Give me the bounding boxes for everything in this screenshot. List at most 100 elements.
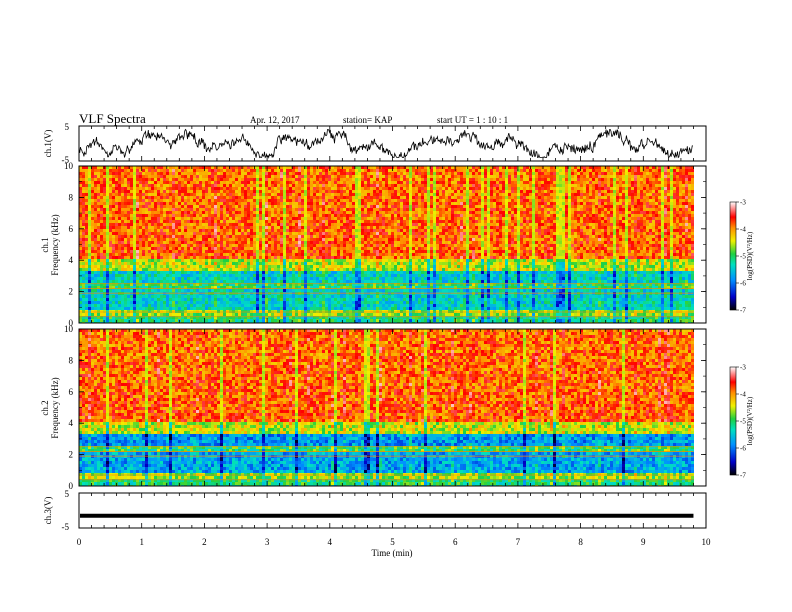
spectrogram-cell: [130, 226, 133, 229]
spectrogram-cell: [190, 208, 193, 211]
spectrogram-cell: [298, 205, 301, 208]
spectrogram-cell: [202, 241, 205, 244]
spectrogram-cell: [301, 268, 304, 271]
spectrogram-cell: [115, 307, 118, 310]
spectrogram-cell: [217, 235, 220, 238]
spectrogram-cell: [352, 310, 355, 313]
ch1-waveform-trace: [79, 128, 693, 159]
spectrogram-cell: [349, 307, 352, 310]
spectrogram-cell: [181, 172, 184, 175]
spectrogram-cell: [199, 178, 202, 181]
spectrogram-cell: [148, 199, 151, 202]
spectrogram-cell: [301, 169, 304, 172]
spectrogram-cell: [133, 223, 136, 226]
spectrogram-cell: [133, 166, 136, 172]
spectrogram-cell: [295, 175, 298, 178]
spectrogram-cell: [304, 301, 307, 304]
spectrogram-cell: [211, 253, 214, 256]
spectrogram-cell: [145, 232, 148, 235]
spectrogram-cell: [121, 187, 124, 190]
spectrogram-cell: [301, 304, 304, 307]
spectrogram-cell: [103, 295, 106, 298]
spectrogram-cell: [106, 259, 109, 262]
spectrogram-cell: [337, 220, 340, 223]
spectrogram-cell: [187, 262, 190, 265]
spectrogram-cell: [142, 211, 145, 214]
spectrogram-cell: [310, 241, 313, 244]
spectrogram-cell: [157, 262, 160, 265]
spectrogram-cell: [142, 217, 145, 220]
spectrogram-cell: [310, 229, 313, 232]
spectrogram-cell: [262, 223, 265, 226]
spectrogram-cell: [109, 316, 112, 319]
spectrogram-cell: [316, 226, 319, 229]
spectrogram-cell: [250, 253, 253, 256]
spectrogram-cell: [211, 244, 214, 247]
spectrogram-cell: [220, 220, 223, 223]
spectrogram-cell: [286, 178, 289, 181]
spectrogram-cell: [124, 247, 127, 250]
spectrogram-cell: [94, 301, 97, 304]
spectrogram-cell: [85, 214, 88, 217]
spectrogram-cell: [271, 184, 274, 187]
spectrogram-cell: [127, 244, 130, 247]
spectrogram-cell: [310, 301, 313, 304]
spectrogram-cell: [118, 172, 121, 175]
spectrogram-cell: [109, 286, 112, 289]
spectrogram-cell: [220, 223, 223, 226]
spectrogram-cell: [232, 229, 235, 235]
spectrogram-cell: [220, 226, 223, 229]
spectrogram-cell: [121, 229, 124, 232]
spectrogram-cell: [238, 244, 241, 247]
spectrogram-cell: [115, 280, 118, 283]
spectrogram-cell: [79, 277, 82, 280]
spectrogram-cell: [307, 289, 310, 292]
spectrogram-cell: [343, 295, 346, 298]
spectrogram-cell: [151, 220, 154, 223]
spectrogram-cell: [184, 208, 187, 211]
spectrogram-cell: [82, 214, 85, 217]
spectrogram-cell: [223, 259, 226, 262]
spectrogram-cell: [94, 247, 97, 250]
spectrogram-cell: [220, 271, 223, 274]
spectrogram-cell: [259, 175, 262, 178]
spectrogram-cell: [193, 190, 196, 193]
spectrogram-cell: [280, 178, 283, 181]
spectrogram-cell: [142, 178, 145, 181]
spectrogram-cell: [109, 247, 112, 250]
spectrogram-cell: [193, 283, 196, 286]
spectrogram-cell: [286, 187, 289, 190]
spectrogram-cell: [325, 313, 328, 316]
spectrogram-cell: [169, 187, 172, 190]
spectrogram-cell: [247, 199, 250, 202]
spectrogram-cell: [325, 271, 328, 274]
spectrogram-cell: [304, 199, 307, 202]
spectrogram-cell: [280, 214, 283, 217]
spectrogram-cell: [307, 277, 310, 280]
spectrogram-cell: [181, 208, 184, 211]
spectrogram-cell: [268, 316, 271, 319]
spectrogram-cell: [259, 172, 262, 175]
spectrogram-cell: [211, 166, 214, 169]
spectrogram-cell: [307, 250, 310, 253]
spectrogram-cell: [127, 274, 130, 277]
spectrogram-cell: [292, 250, 295, 253]
spectrogram-cell: [292, 301, 295, 304]
spectrogram-cell: [193, 217, 196, 220]
spectrogram-cell: [79, 241, 82, 244]
spectrogram-cell: [109, 280, 112, 283]
spectrogram-cell: [337, 271, 340, 274]
spectrogram-cell: [94, 184, 97, 187]
spectrogram-cell: [346, 217, 349, 220]
spectrogram-cell: [349, 271, 352, 274]
spectrogram-cell: [199, 316, 202, 319]
spectrogram-cell: [274, 247, 277, 250]
spectrogram-cell: [142, 316, 145, 319]
spectrogram-cell: [316, 316, 319, 319]
spectrogram-cell: [187, 265, 190, 268]
spectrogram-cell: [106, 262, 109, 265]
spectrogram-cell: [337, 316, 340, 319]
spectrogram-cell: [301, 208, 304, 211]
spectrogram-cell: [220, 277, 223, 280]
spectrogram-cell: [145, 286, 148, 289]
